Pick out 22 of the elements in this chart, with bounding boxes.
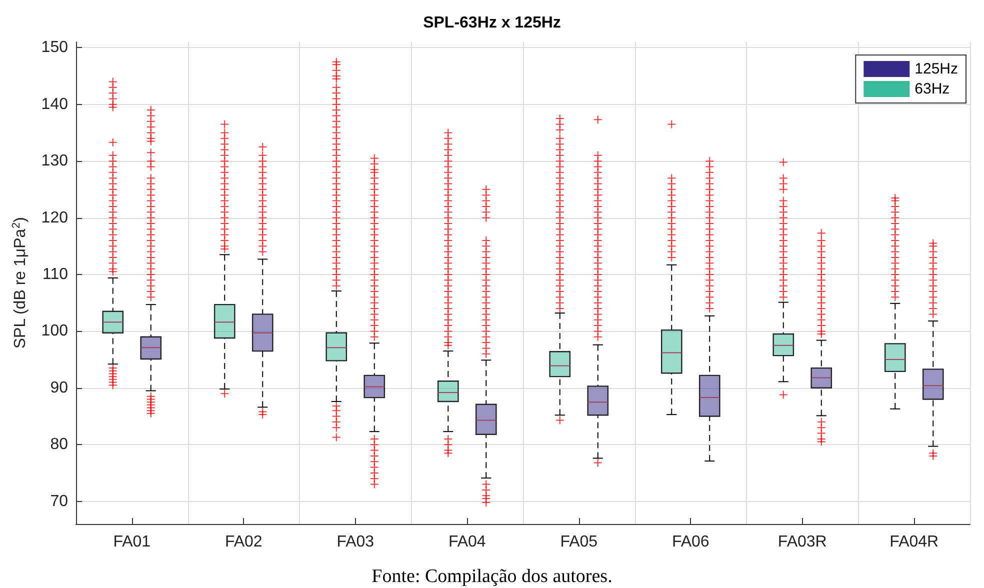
y-tick-label: 70 [50, 492, 68, 510]
legend-label: 125Hz [914, 60, 958, 78]
y-tick-label: 120 [41, 209, 68, 226]
x-tick-label: FA05 [560, 534, 598, 550]
source-note: Fonte: Compilação dos autores. [372, 566, 612, 587]
chart-title: SPL-63Hz x 125Hz [423, 14, 561, 32]
legend-label: 63Hz [914, 80, 950, 98]
y-tick-label: 150 [41, 39, 68, 56]
y-tick-label: 100 [41, 322, 68, 340]
x-tick-label: FA02 [224, 534, 262, 550]
x-tick-label: FA06 [672, 534, 710, 550]
x-tick-label: FA03 [336, 534, 374, 550]
y-tick-label: 110 [42, 266, 68, 283]
y-tick-label: 130 [41, 152, 68, 170]
y-tick-label: 80 [50, 436, 68, 454]
x-tick-label: FA04R [890, 534, 939, 550]
y-axis-title: SPL (dB re 1μPa2) [10, 217, 29, 349]
y-tick-label: 140 [41, 96, 68, 113]
x-tick-label: FA03R [778, 534, 827, 550]
x-tick-label: FA01 [113, 534, 151, 550]
y-tick-label: 90 [50, 379, 68, 396]
x-tick-label: FA04 [448, 534, 486, 550]
